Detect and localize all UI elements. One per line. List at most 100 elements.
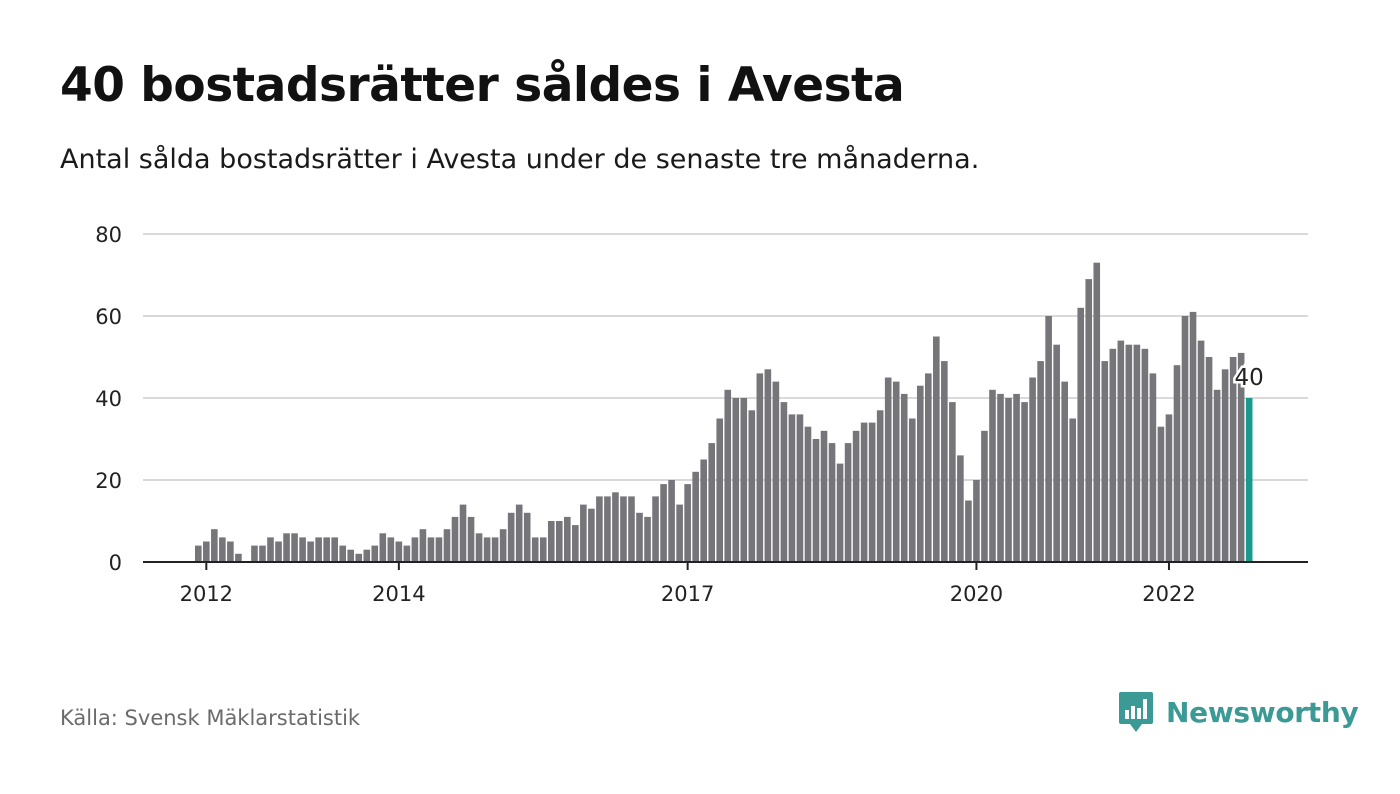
bar [411, 537, 419, 562]
x-tick-label: 2022 [1142, 582, 1195, 606]
y-tick-label: 60 [95, 305, 122, 329]
bar [459, 504, 467, 562]
bar [291, 533, 298, 562]
bar [828, 443, 836, 562]
bar [323, 537, 330, 562]
x-tick-label: 2012 [180, 582, 233, 606]
bar [892, 381, 900, 562]
bar [1141, 348, 1149, 562]
brand-logo: Newsworthy [1118, 690, 1359, 734]
bar [1061, 381, 1068, 562]
bar-chart-speech-bubble-icon [1119, 692, 1153, 732]
bar [403, 545, 411, 562]
bar [772, 381, 780, 562]
x-tick-label: 2014 [372, 582, 425, 606]
bar [1013, 393, 1020, 562]
bar [1205, 357, 1213, 562]
highlight-value-label: 40 [1235, 365, 1264, 391]
bar [868, 422, 876, 562]
bar [1189, 311, 1197, 562]
bar [363, 549, 371, 562]
chart-subtitle: Antal sålda bostadsrätter i Avesta under… [60, 144, 980, 175]
x-tick-label: 2017 [661, 582, 714, 606]
bar [211, 529, 218, 562]
bar [1045, 316, 1052, 562]
bar [965, 500, 972, 562]
bar [259, 545, 266, 562]
bar [1069, 418, 1076, 562]
bar [387, 537, 395, 562]
bar [732, 398, 740, 562]
bar [900, 393, 908, 562]
bar [195, 545, 202, 562]
bar [580, 504, 587, 562]
bar [628, 496, 635, 562]
bar [925, 373, 932, 562]
bar [1101, 361, 1109, 562]
bar [307, 541, 314, 562]
bar [1213, 389, 1221, 562]
bar [804, 426, 812, 562]
bar [692, 471, 699, 562]
bar [668, 480, 675, 562]
y-tick-label: 80 [95, 223, 122, 247]
bar [820, 430, 828, 562]
bar [884, 377, 892, 562]
bar [507, 512, 515, 562]
bar [916, 385, 924, 562]
bar [203, 541, 210, 562]
bar [1085, 279, 1093, 562]
bar [660, 484, 667, 562]
bar [1157, 426, 1165, 562]
chart-title: 40 bostadsrätter såldes i Avesta [60, 58, 905, 113]
bar [973, 480, 980, 562]
bar [1077, 307, 1085, 562]
bar [547, 521, 555, 562]
x-tick-label: 2020 [950, 582, 1003, 606]
bar [283, 533, 290, 562]
bar [1149, 373, 1157, 562]
bar [636, 512, 643, 562]
bar [989, 389, 996, 562]
bar [716, 418, 724, 562]
bar [700, 459, 707, 562]
bar [1229, 357, 1237, 562]
bar [435, 537, 443, 562]
bar [949, 402, 956, 562]
bar [724, 389, 732, 562]
bar [876, 410, 884, 562]
bar [235, 553, 242, 562]
bar [780, 402, 788, 562]
bar [499, 529, 507, 562]
bar [331, 537, 338, 562]
bar [539, 537, 547, 562]
y-tick-label: 40 [95, 387, 122, 411]
bar [1125, 344, 1133, 562]
bar [588, 508, 595, 562]
y-tick-label: 20 [95, 469, 122, 493]
bar [483, 537, 491, 562]
bar [981, 430, 988, 562]
bar [836, 463, 844, 562]
bar [419, 529, 427, 562]
bar [1109, 348, 1117, 562]
bar [644, 516, 651, 562]
bar [788, 414, 796, 562]
bar [756, 373, 764, 562]
bar [812, 439, 820, 562]
bar [475, 533, 483, 562]
bar [596, 496, 603, 562]
bar [219, 537, 226, 562]
bar [1237, 352, 1245, 562]
bar [347, 549, 355, 562]
bar [523, 512, 531, 562]
bar [684, 484, 691, 562]
highlight-bar [1245, 398, 1253, 562]
bar [941, 361, 948, 562]
bar [251, 545, 258, 562]
bar [1173, 365, 1181, 562]
bar [267, 537, 274, 562]
bar [339, 545, 346, 562]
brand-name: Newsworthy [1166, 695, 1359, 729]
